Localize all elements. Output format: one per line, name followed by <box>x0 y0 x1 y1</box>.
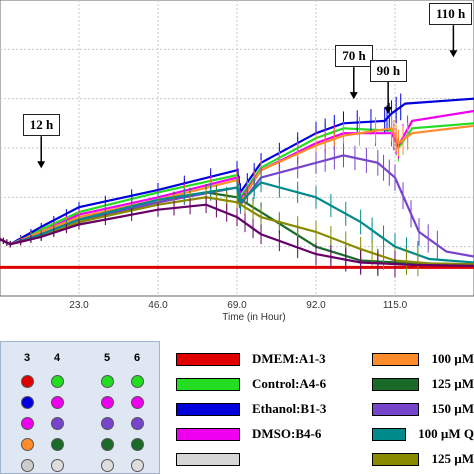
grid-lines <box>0 0 474 296</box>
callout-0: 12 h <box>22 114 61 137</box>
left-legend-entry-0: DMEM:A1-3 <box>176 348 326 370</box>
plate-well <box>101 396 114 409</box>
plate-column-label-0: 3 <box>24 352 31 364</box>
series-line-2 <box>0 97 474 246</box>
series-lines <box>0 25 474 278</box>
legend-label: 150 µM <box>431 401 474 416</box>
legend-label: 125 µM <box>431 376 474 391</box>
legend-swatch <box>176 402 240 416</box>
right-legend-entry-2: 150 µM <box>372 398 474 420</box>
plate-well <box>131 459 144 472</box>
legend-swatch <box>176 377 240 391</box>
plate-well <box>101 459 114 472</box>
legend-label: 125 µM <box>431 451 474 466</box>
legend-label: DMEM:A1-3 <box>252 351 326 366</box>
legend-swatch <box>372 352 420 366</box>
callout-2: 90 h <box>369 59 408 82</box>
plate-well <box>51 396 64 409</box>
series-line-9 <box>0 203 474 267</box>
well-plate: 3 4 5 6 <box>0 341 160 474</box>
right-legend-entry-1: 125 µM <box>372 373 474 395</box>
legend-swatch <box>372 452 420 466</box>
plate-well <box>101 438 114 451</box>
left-legend-entry-2: Ethanol:B1-3 <box>176 398 326 420</box>
x-tick-label-2: 69.0 <box>227 300 247 311</box>
legend-swatch <box>176 352 240 366</box>
x-tick-label-3: 92.0 <box>306 300 326 311</box>
callout-arrowhead-3 <box>449 50 458 58</box>
legend-label: Ethanol:B1-3 <box>252 401 327 416</box>
plate-well <box>51 438 64 451</box>
legend-label: Control:A4-6 <box>252 376 327 391</box>
plate-well <box>131 396 144 409</box>
legend-swatch <box>372 402 420 416</box>
plate-well <box>21 438 34 451</box>
right-legend-entry-0: 100 µM <box>372 348 474 370</box>
callout-arrowhead-2 <box>384 106 393 114</box>
plate-well <box>131 375 144 388</box>
plate-well <box>21 459 34 472</box>
plate-well <box>131 438 144 451</box>
legend-label: 100 µM <box>431 351 474 366</box>
x-axis-ticks: 23.0 46.0 69.0 92.0 115.0 <box>69 300 407 311</box>
legend-label: DMSO:B4-6 <box>252 426 322 441</box>
plate-well <box>21 375 34 388</box>
callout-1: 70 h <box>335 45 373 68</box>
legend-label: 100 µM Q <box>418 426 474 441</box>
x-axis-label: Time (in Hour) <box>222 312 286 323</box>
x-tick-label-1: 46.0 <box>148 300 168 311</box>
left-legend-entry-3: DMSO:B4-6 <box>176 423 321 445</box>
plate-well <box>21 396 34 409</box>
plate-column-label-3: 6 <box>134 352 141 364</box>
plate-well <box>51 459 64 472</box>
plate-well <box>51 417 64 430</box>
chart-area: 23.0 46.0 69.0 92.0 115.0 Time (in Hour) <box>0 0 474 323</box>
series-line-4 <box>0 124 474 246</box>
legend-swatch <box>372 427 407 441</box>
plate-well <box>101 375 114 388</box>
callout-arrowhead-0 <box>37 161 46 169</box>
left-legend-entry-4 <box>176 448 252 470</box>
legend-swatch <box>176 452 240 466</box>
plate-well <box>131 417 144 430</box>
plate-column-label-2: 5 <box>104 352 111 364</box>
legend-swatch <box>372 377 420 391</box>
plate-well <box>101 417 114 430</box>
plate-column-label-1: 4 <box>54 352 61 364</box>
right-legend-entry-4: 125 µM <box>372 448 474 470</box>
callout-arrowhead-1 <box>349 92 358 100</box>
x-tick-label-4: 115.0 <box>383 300 408 311</box>
legend-swatch <box>176 427 240 441</box>
plate-well <box>21 417 34 430</box>
callout-3: 110 h <box>429 3 473 26</box>
x-tick-label-0: 23.0 <box>69 300 89 311</box>
left-legend-entry-1: Control:A4-6 <box>176 373 326 395</box>
plate-well <box>51 375 64 388</box>
right-legend-entry-3: 100 µM Q <box>372 423 474 445</box>
